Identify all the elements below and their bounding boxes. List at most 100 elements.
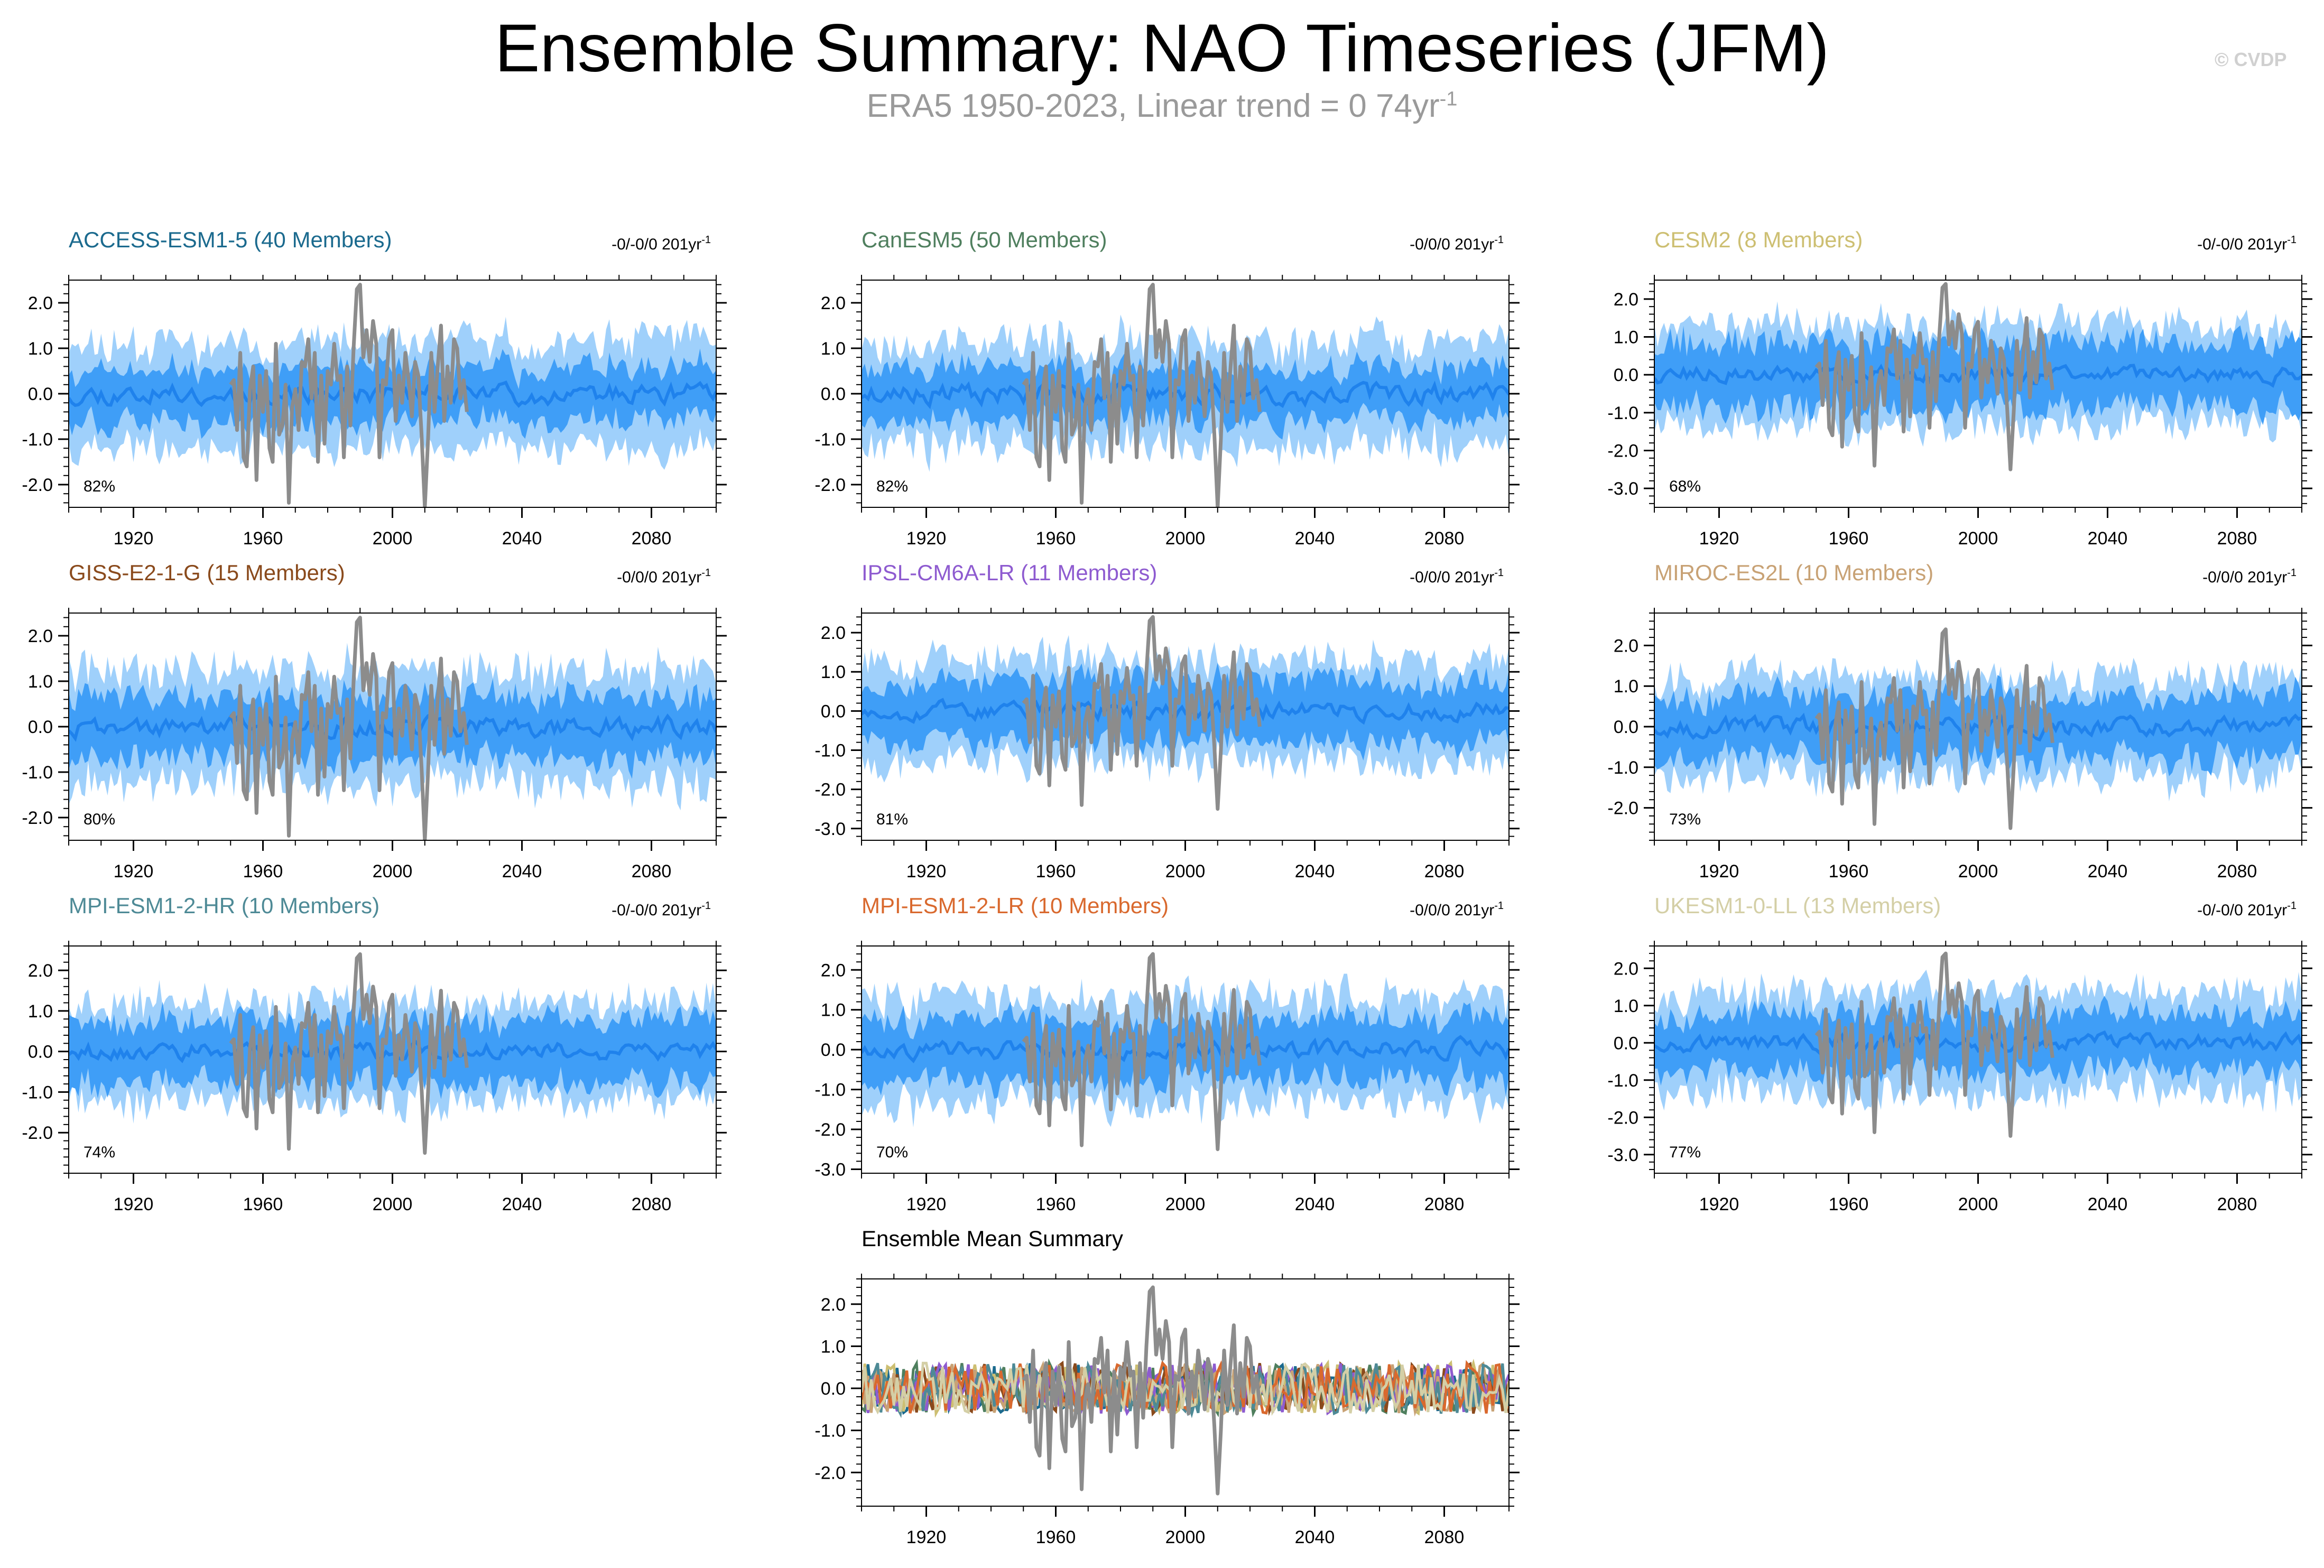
y-tick-label: -2.0 xyxy=(1607,441,1638,461)
observed-series-line xyxy=(1814,951,2054,1138)
y-tick-label: 0.0 xyxy=(28,1042,53,1062)
x-tick-label: 1920 xyxy=(114,1194,154,1214)
panel-6: 1920 1960 2000 2040 2080 2.0 1.0 0.0 -1.0 -2.0 MIR… xyxy=(1607,560,2312,882)
x-tick-label: 2000 xyxy=(373,1194,413,1214)
figure-subtitle: ERA5 1950-2023, Linear trend = 0 74yr-1 xyxy=(0,87,2324,125)
panel-title: GISS-E2-1-G (15 Members) xyxy=(69,560,345,585)
y-tick-label: 1.0 xyxy=(821,1337,846,1357)
y-tick-label: 0.0 xyxy=(1614,365,1638,385)
x-tick-label: 1960 xyxy=(1036,861,1076,882)
panel-10: 1920 1960 2000 2040 2080 2.0 1.0 0.0 -1.0 -2.0 Ens… xyxy=(814,1226,1520,1547)
observed-series-line xyxy=(1022,1285,1262,1496)
panel-title: IPSL-CM6A-LR (11 Members) xyxy=(862,560,1157,585)
panel-percent: 81% xyxy=(876,811,908,828)
y-tick-label: 1.0 xyxy=(1614,676,1638,697)
panel-trend: -0/-0/0 201yr-1 xyxy=(612,900,711,919)
y-tick-label: 2.0 xyxy=(28,626,53,646)
x-tick-label: 1960 xyxy=(1829,528,1869,549)
ensemble-mean-line xyxy=(69,711,716,742)
y-tick-label: -1.0 xyxy=(814,740,846,760)
x-tick-label: 2040 xyxy=(1295,861,1335,882)
plot-area xyxy=(69,283,716,507)
x-tick-label: 1960 xyxy=(1036,1527,1076,1547)
x-tick-label: 1920 xyxy=(906,861,947,882)
panel-trend: -0/0/0 201yr-1 xyxy=(1410,234,1504,253)
x-tick-label: 2040 xyxy=(1295,1194,1335,1214)
cvdp-watermark: © CVDP xyxy=(2215,49,2287,70)
panel-title: ACCESS-ESM1-5 (40 Members) xyxy=(69,227,392,252)
panel-title: UKESM1-0-LL (13 Members) xyxy=(1654,893,1941,918)
trend-exponent: -1 xyxy=(1494,567,1504,579)
inner-spread-band xyxy=(862,1001,1509,1099)
y-tick-label: 2.0 xyxy=(821,1295,846,1315)
y-tick-label: -1.0 xyxy=(814,430,846,450)
trend-exponent: -1 xyxy=(701,234,711,246)
y-tick-label: 0.0 xyxy=(28,384,53,404)
y-tick-label: 0.0 xyxy=(821,384,846,404)
x-tick-label: 2000 xyxy=(1958,861,1998,882)
y-tick-label: 2.0 xyxy=(821,960,846,980)
panel-title: CanESM5 (50 Members) xyxy=(862,227,1107,252)
y-tick-label: -1.0 xyxy=(22,430,53,450)
y-tick-label: 0.0 xyxy=(28,717,53,737)
plot-area xyxy=(1654,951,2302,1138)
plot-area xyxy=(862,952,1509,1152)
ensemble-mean-line xyxy=(69,381,716,408)
observed-series-line xyxy=(229,952,469,1155)
observed-series-line xyxy=(1814,627,2054,830)
x-tick-label: 1920 xyxy=(906,1527,947,1547)
x-tick-label: 1960 xyxy=(1036,528,1076,549)
panel-title: Ensemble Mean Summary xyxy=(862,1226,1123,1251)
plot-area xyxy=(862,615,1509,811)
x-tick-label: 2080 xyxy=(632,528,672,549)
y-tick-label: -2.0 xyxy=(814,475,846,495)
panel-8: 1920 1960 2000 2040 2080 2.0 1.0 0.0 -1.0 -2.0 -3.… xyxy=(814,893,1520,1214)
panel-title: MPI-ESM1-2-LR (10 Members) xyxy=(862,893,1169,918)
x-tick-label: 1960 xyxy=(243,528,283,549)
x-tick-label: 2040 xyxy=(1295,1527,1335,1547)
y-tick-label: 0.0 xyxy=(1614,1033,1638,1053)
y-tick-label: -1.0 xyxy=(22,763,53,783)
x-tick-label: 2080 xyxy=(2217,528,2257,549)
y-tick-label: 2.0 xyxy=(821,293,846,313)
y-tick-label: -1.0 xyxy=(814,1080,846,1100)
plot-area xyxy=(69,616,716,840)
x-tick-label: 2080 xyxy=(2217,861,2257,882)
y-tick-label: -3.0 xyxy=(814,819,846,839)
y-tick-label: -1.0 xyxy=(1607,758,1638,778)
trend-exponent: -1 xyxy=(2287,234,2297,246)
y-tick-label: 1.0 xyxy=(821,1000,846,1020)
y-tick-label: 1.0 xyxy=(821,662,846,682)
panel-5: 1920 1960 2000 2040 2080 2.0 1.0 0.0 -1.0 -2.0 -3.… xyxy=(814,560,1520,882)
trend-exponent: -1 xyxy=(701,567,711,579)
x-tick-label: 1920 xyxy=(1699,528,1739,549)
ensemble-mean-line xyxy=(1654,712,2302,742)
y-tick-label: 2.0 xyxy=(1614,959,1638,979)
panel-trend: -0/-0/0 201yr-1 xyxy=(2197,900,2297,919)
observed-series-line xyxy=(1022,283,1262,507)
x-tick-label: 1960 xyxy=(1036,1194,1076,1214)
y-tick-label: -1.0 xyxy=(1607,1071,1638,1091)
panel-percent: 70% xyxy=(876,1144,908,1161)
panel-4: 1920 1960 2000 2040 2080 2.0 1.0 0.0 -1.0 -2.0 GIS… xyxy=(22,560,727,882)
inner-spread-band xyxy=(69,1001,716,1100)
y-tick-label: 1.0 xyxy=(1614,996,1638,1016)
ensemble-mean-line xyxy=(862,1035,1509,1064)
y-tick-label: -1.0 xyxy=(814,1421,846,1441)
y-tick-label: -2.0 xyxy=(22,1123,53,1143)
x-tick-label: 1920 xyxy=(114,861,154,882)
y-tick-label: 1.0 xyxy=(28,1001,53,1022)
panel-trend: -0/0/0 201yr-1 xyxy=(617,567,711,586)
y-tick-label: -2.0 xyxy=(814,780,846,800)
y-tick-label: -2.0 xyxy=(814,1120,846,1140)
x-tick-label: 2040 xyxy=(502,528,542,549)
y-tick-label: 2.0 xyxy=(1614,290,1638,310)
panel-7: 1920 1960 2000 2040 2080 2.0 1.0 0.0 -1.0 -2.0 MPI… xyxy=(22,893,727,1214)
y-tick-label: 0.0 xyxy=(821,1040,846,1060)
x-tick-label: 2000 xyxy=(373,861,413,882)
panel-trend: -0/-0/0 201yr-1 xyxy=(612,234,711,253)
panel-trend: -0/0/0 201yr-1 xyxy=(1410,567,1504,586)
y-tick-label: 1.0 xyxy=(1614,328,1638,348)
panel-percent: 80% xyxy=(84,811,115,828)
panel-percent: 82% xyxy=(876,478,908,495)
